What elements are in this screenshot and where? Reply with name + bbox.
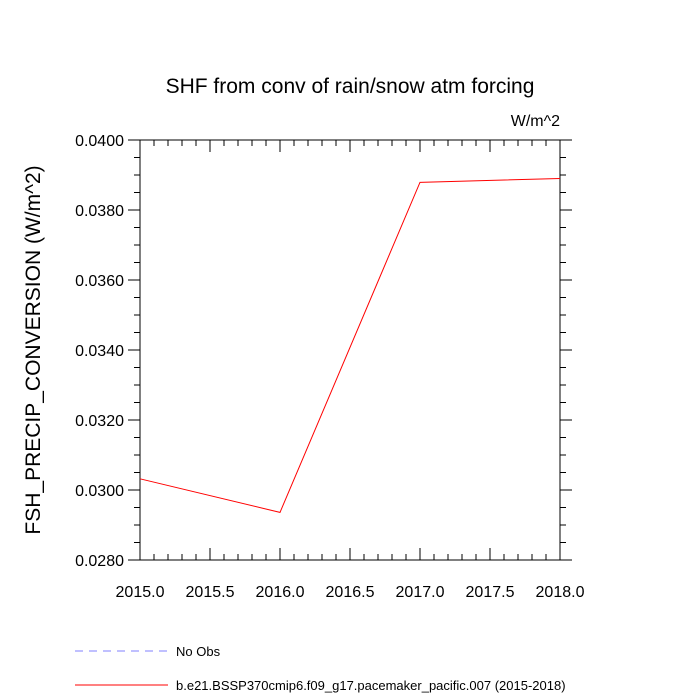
axis-ticks [128, 139, 572, 561]
y-tick-label: 0.0300 [75, 483, 124, 500]
x-tick-label: 2018.0 [536, 584, 585, 601]
series-layer [139, 178, 561, 513]
units-label: W/m^2 [511, 113, 560, 130]
y-tick-label: 0.0320 [75, 413, 124, 430]
y-tick-label: 0.0400 [75, 133, 124, 150]
tick-labels: 2015.0 2015.5 2016.0 2016.5 2017.0 2017.5 2018… [75, 133, 585, 601]
x-tick-label: 2016.0 [256, 584, 305, 601]
chart-title: SHF from conv of rain/snow atm forcing [166, 75, 535, 98]
plot-frame [139, 139, 561, 561]
x-tick-label: 2017.0 [396, 584, 445, 601]
legend-label: b.e21.BSSP370cmip6.f09_g17.pacemaker_pac… [176, 678, 566, 693]
y-tick-label: 0.0340 [75, 343, 124, 360]
y-tick-label: 0.0360 [75, 273, 124, 290]
series-line [139, 178, 561, 513]
y-axis-label: FSH_PRECIP_CONVERSION (W/m^2) [22, 165, 45, 534]
x-tick-label: 2017.5 [466, 584, 515, 601]
legend: No Obs b.e21.BSSP370cmip6.f09_g17.pacemak… [75, 644, 566, 693]
x-tick-label: 2015.5 [186, 584, 235, 601]
x-tick-label: 2016.5 [326, 584, 375, 601]
legend-label: No Obs [176, 644, 221, 659]
x-tick-label: 2015.0 [116, 584, 165, 601]
y-tick-label: 0.0280 [75, 553, 124, 570]
y-tick-label: 0.0380 [75, 203, 124, 220]
